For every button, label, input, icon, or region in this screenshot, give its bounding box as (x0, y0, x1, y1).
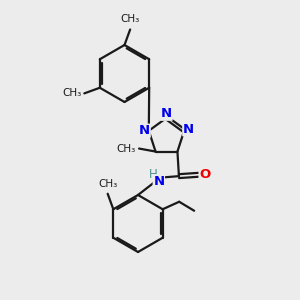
Text: N: N (183, 123, 194, 136)
Text: CH₃: CH₃ (63, 88, 82, 98)
Text: O: O (199, 168, 210, 181)
Text: CH₃: CH₃ (121, 14, 140, 24)
Text: CH₃: CH₃ (116, 143, 136, 154)
Text: N: N (153, 175, 164, 188)
Text: N: N (139, 124, 150, 137)
Text: CH₃: CH₃ (98, 179, 117, 189)
Text: N: N (161, 107, 172, 120)
Text: H: H (149, 168, 158, 181)
